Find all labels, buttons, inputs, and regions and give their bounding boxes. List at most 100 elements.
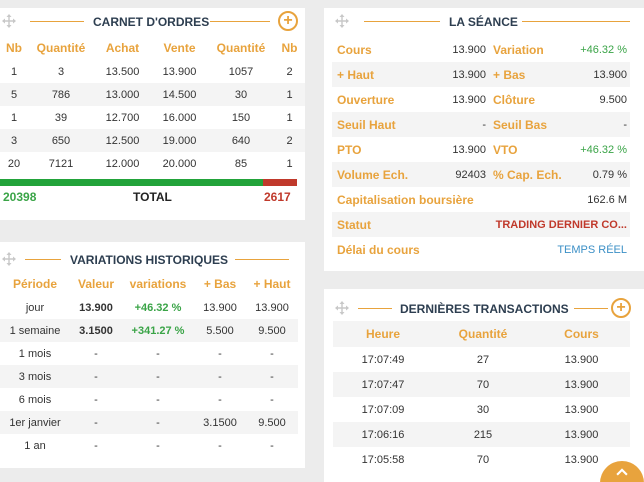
statut-value: TRADING DERNIER CO... — [495, 218, 627, 231]
transactions-header: DERNIÈRES TRANSACTIONS + — [324, 295, 644, 321]
carnet-header: CARNET D'ORDRES + — [0, 8, 305, 34]
statut-row: Statut TRADING DERNIER CO... — [332, 212, 630, 237]
order-cell: 1057 — [228, 65, 254, 78]
transaction-cell: 17:07:09 — [361, 403, 405, 416]
column-header: + Bas — [203, 277, 237, 291]
order-cell: 85 — [234, 157, 248, 170]
carnet-total-row: 20398 TOTAL 2617 — [0, 188, 297, 208]
transaction-cell: 70 — [433, 372, 533, 397]
order-cell: 12.500 — [94, 129, 151, 152]
order-cell: 786 — [28, 83, 94, 106]
seance-header: LA SÉANCE — [324, 8, 644, 34]
move-icon[interactable] — [335, 301, 349, 315]
scroll-top-button[interactable] — [600, 461, 644, 482]
column-header: Nb — [6, 41, 22, 55]
seance-value: +46.32 % — [580, 43, 627, 56]
variation-cell: 9.500 — [246, 319, 298, 342]
seance-value: 13.900 — [452, 93, 486, 106]
variation-cell: - — [156, 393, 160, 406]
order-row: 3 650 12.500 19.000 640 2 — [0, 129, 305, 152]
variation-cell: 13.900 — [203, 301, 237, 314]
order-cell: 19.000 — [151, 129, 208, 152]
transaction-cell: 13.900 — [533, 422, 630, 447]
cap-value: 162.6 M — [587, 193, 627, 206]
column-header: Heure — [333, 321, 433, 347]
order-cell: 1 — [274, 83, 305, 106]
order-cell: 150 — [231, 111, 251, 124]
variations-title: VARIATIONS HISTORIQUES — [70, 253, 229, 267]
delai-value: TEMPS RÉEL — [557, 243, 627, 256]
column-header: Quantité — [433, 321, 533, 347]
column-header: Période — [12, 277, 57, 291]
variation-cell: - — [246, 365, 298, 388]
order-cell: 5 — [0, 83, 28, 106]
order-cell: 1 — [10, 65, 18, 78]
column-header: variations — [129, 277, 187, 291]
order-cell: 1 — [286, 111, 293, 124]
variation-cell: - — [94, 347, 98, 360]
variation-cell: 5.500 — [194, 319, 246, 342]
column-header: Nb — [281, 41, 298, 55]
variation-cell: 1 semaine — [0, 319, 70, 342]
move-icon[interactable] — [2, 252, 16, 266]
seance-label: Seuil Bas — [493, 117, 548, 132]
variation-row: 1 mois - - - - — [0, 342, 298, 365]
variation-cell: - — [218, 393, 222, 406]
carnet-title: CARNET D'ORDRES — [93, 15, 210, 29]
variation-cell: - — [218, 439, 222, 452]
variation-cell: - — [156, 439, 160, 452]
seance-value: 0.79 % — [592, 168, 627, 181]
seance-label: Volume Ech. — [337, 167, 409, 182]
seance-value: 92403 — [455, 168, 486, 181]
variation-row: 1 an - - - - — [0, 434, 298, 457]
total-buy: 20398 — [3, 190, 37, 204]
cap-label: Capitalisation boursière — [337, 192, 474, 207]
delai-row: Délai du cours TEMPS RÉEL — [332, 237, 630, 262]
statut-label: Statut — [337, 217, 371, 232]
order-balance-bar — [0, 179, 297, 186]
seance-row: Ouverture 13.900 Clôture 9.500 — [332, 87, 630, 112]
seance-label: % Cap. Ech. — [493, 167, 562, 182]
order-row: 5 786 13.000 14.500 30 1 — [0, 83, 305, 106]
variation-row: jour 13.900 +46.32 % 13.900 13.900 — [0, 296, 298, 319]
move-icon[interactable] — [2, 14, 16, 28]
column-header: Quantité — [36, 41, 86, 55]
seance-row: + Haut 13.900 + Bas 13.900 — [332, 62, 630, 87]
transaction-cell: 27 — [476, 353, 490, 366]
order-cell: 16.000 — [162, 111, 197, 124]
seance-label: VTO — [493, 142, 518, 157]
seance-label: + Haut — [337, 67, 375, 82]
order-row: 1 39 12.700 16.000 150 1 — [0, 106, 305, 129]
column-header: + Haut — [253, 277, 291, 291]
transactions-title: DERNIÈRES TRANSACTIONS — [400, 302, 569, 316]
seance-value: 13.900 — [452, 143, 486, 156]
variation-cell: 1er janvier — [0, 411, 70, 434]
variation-cell: - — [94, 439, 98, 452]
plus-icon[interactable]: + — [278, 11, 298, 31]
transaction-row: 17:06:16 215 13.900 — [333, 422, 630, 447]
transaction-row: 17:07:49 27 13.900 — [333, 347, 630, 372]
seance-label: Ouverture — [337, 92, 395, 107]
order-cell: 2 — [274, 129, 305, 152]
variation-row: 3 mois - - - - — [0, 365, 298, 388]
seance-value: 9.500 — [599, 93, 627, 106]
seance-row: Volume Ech. 92403 % Cap. Ech. 0.79 % — [332, 162, 630, 187]
order-cell: 640 — [208, 129, 274, 152]
transaction-cell: 17:05:58 — [361, 453, 405, 466]
variation-cell: - — [70, 411, 122, 434]
seance-label: Variation — [493, 42, 544, 57]
move-icon[interactable] — [335, 14, 349, 28]
variation-row: 6 mois - - - - — [0, 388, 298, 411]
plus-icon[interactable]: + — [611, 298, 631, 318]
variations-table: Période Valeur variations + Bas + Haut jour 1… — [0, 272, 298, 457]
seance-row: PTO 13.900 VTO +46.32 % — [332, 137, 630, 162]
transaction-cell: 17:06:16 — [333, 422, 433, 447]
seance-title: LA SÉANCE — [449, 15, 518, 29]
variation-cell: 13.900 — [79, 301, 113, 314]
order-cell: 13.500 — [105, 65, 140, 78]
transaction-cell: 17:07:49 — [361, 353, 405, 366]
total-sell: 2617 — [264, 190, 291, 204]
order-cell: 13.000 — [94, 83, 151, 106]
column-header: Cours — [533, 321, 630, 347]
variation-cell: - — [218, 347, 222, 360]
